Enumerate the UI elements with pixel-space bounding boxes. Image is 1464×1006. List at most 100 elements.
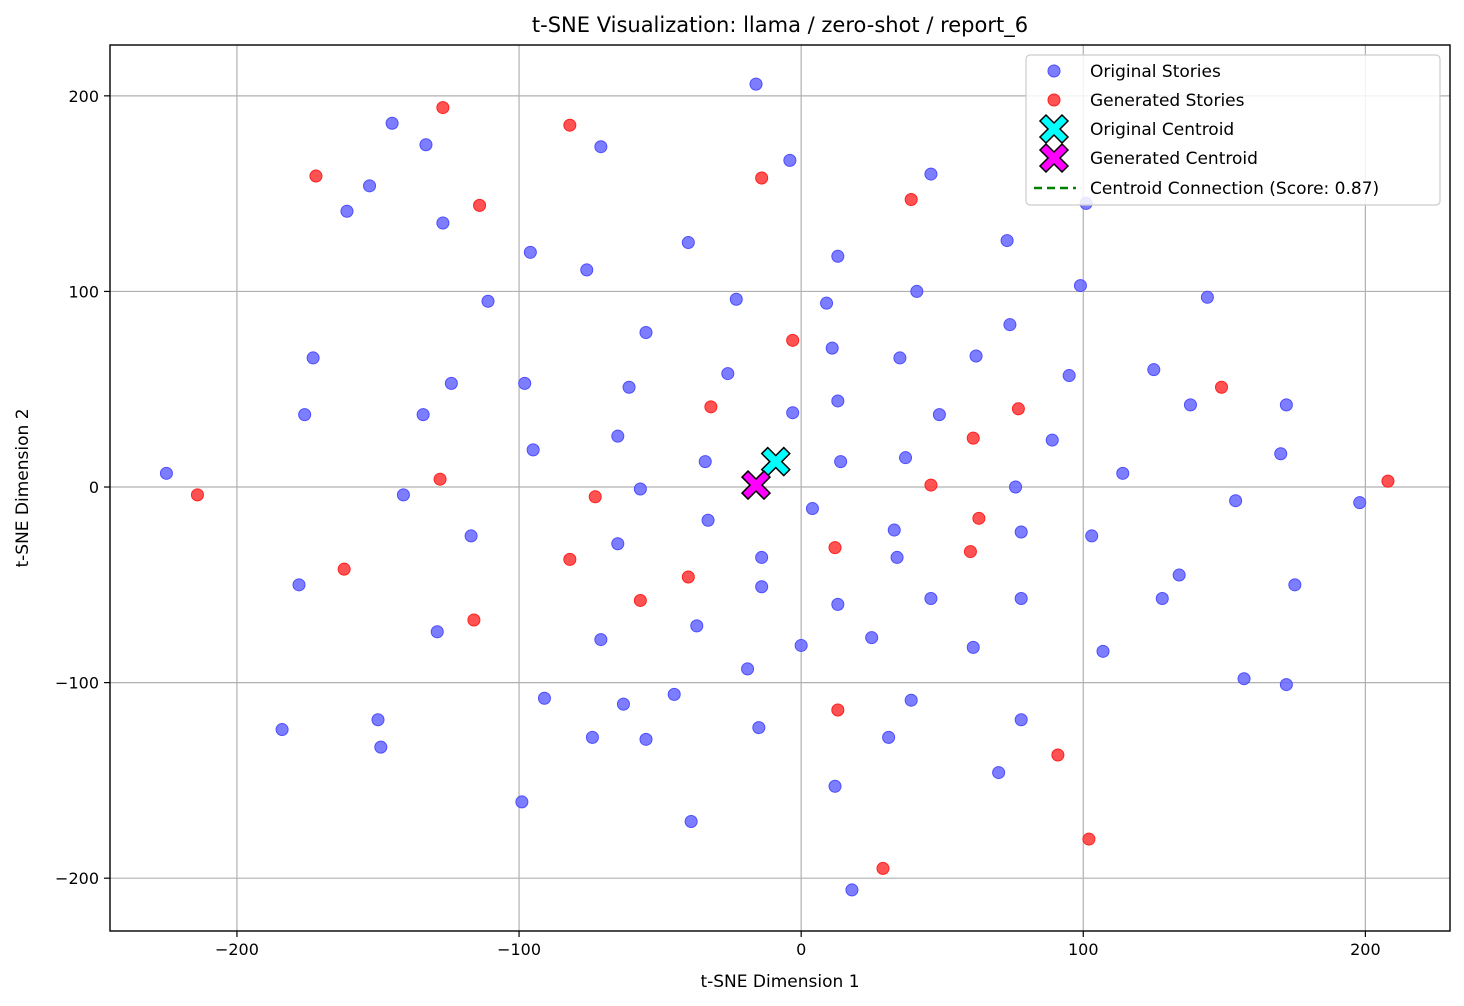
original-story-point [616,697,630,711]
y-tick-label: −200 [55,869,99,888]
original-story-point [515,795,529,809]
original-story-point [887,523,901,537]
original-story-point [416,408,430,422]
original-story-point [1003,318,1017,332]
x-tick-label: 100 [1068,940,1099,959]
plot-frame [109,44,1451,932]
original-story-point [526,443,540,457]
original-story-point [396,488,410,502]
original-story-point [523,245,537,259]
generated-story-point [433,472,447,486]
original-story-point [1014,525,1028,539]
generated-story-point [563,118,577,132]
original-story-point [825,341,839,355]
original-story-point [444,376,458,390]
original-story-point [585,730,599,744]
original-story-point [639,326,653,340]
original-story-point [794,638,808,652]
original-story-point [831,597,845,611]
original-story-point [1155,592,1169,606]
generated-story-point [904,193,918,207]
original-story-point [374,740,388,754]
original-story-point [340,204,354,218]
original-story-point [924,167,938,181]
original-story-point [1014,592,1028,606]
original-centroid-marker [760,446,791,477]
original-story-point [831,249,845,263]
original-story-point [684,814,698,828]
original-story-point [1096,644,1110,658]
original-story-point [1229,494,1243,508]
original-story-point [419,138,433,152]
y-tick-label: 100 [68,282,99,301]
original-story-point [1073,279,1087,293]
generated-story-point [786,333,800,347]
original-story-point [1279,398,1293,412]
original-story-point [701,513,715,527]
generated-story-point [588,490,602,504]
original-story-point [481,294,495,308]
original-story-point [698,455,712,469]
original-story-point [786,406,800,420]
generated-story-point [1011,402,1025,416]
original-story-point [721,367,735,381]
centroid-layer [740,446,791,501]
original-story-point [828,779,842,793]
original-story-point [1172,568,1186,582]
original-story-point [1062,369,1076,383]
original-story-point [667,687,681,701]
original-story-point [882,730,896,744]
original-story-point [910,284,924,298]
original-story-point [831,394,845,408]
original-story-point [893,351,907,365]
original-story-point [1288,578,1302,592]
generated-story-point [828,541,842,555]
generated-story-point [755,171,769,185]
original-story-point [729,292,743,306]
original-story-point [1045,433,1059,447]
original-story-point [611,537,625,551]
original-story-point [594,633,608,647]
legend-label-original-centroid: Original Centroid [1090,120,1234,140]
y-axis-label: t-SNE Dimension 2 [13,408,33,567]
original-story-point [966,640,980,654]
generated-story-point [924,478,938,492]
x-axis-label: t-SNE Dimension 1 [700,972,859,992]
original-story-point [275,723,289,737]
original-story-point [159,466,173,480]
generated-story-point [563,552,577,566]
original-story-point [1147,363,1161,377]
original-story-point [633,482,647,496]
generated-story-point [436,101,450,115]
original-story-point [924,592,938,606]
legend-box [1025,54,1441,206]
original-story-point [1116,466,1130,480]
original-story-point [436,216,450,230]
original-story-point [805,502,819,516]
original-story-point [755,580,769,594]
original-story-point [518,376,532,390]
chart-title: t-SNE Visualization: llama / zero-shot /… [532,13,1028,38]
original-story-point [752,721,766,735]
original-story-point [298,408,312,422]
x-tick-label: −100 [497,940,541,959]
original-story-point [306,351,320,365]
original-story-point [385,116,399,130]
generated-story-point [309,169,323,183]
original-story-point [890,550,904,564]
generated-story-point [337,562,351,576]
original-story-point [1200,290,1214,304]
original-story-point [622,380,636,394]
y-tick-label: 0 [89,478,99,497]
generated-centroid-marker [740,470,772,501]
original-story-point [1353,496,1367,510]
original-story-point [371,713,385,727]
generated-story-point [190,488,204,502]
original-story-point [834,455,848,469]
generated-story-point [1082,832,1096,846]
original-story-point [1279,678,1293,692]
original-story-point [820,296,834,310]
legend-label-generated-stories: Generated Stories [1090,91,1245,111]
original-story-point [932,408,946,422]
